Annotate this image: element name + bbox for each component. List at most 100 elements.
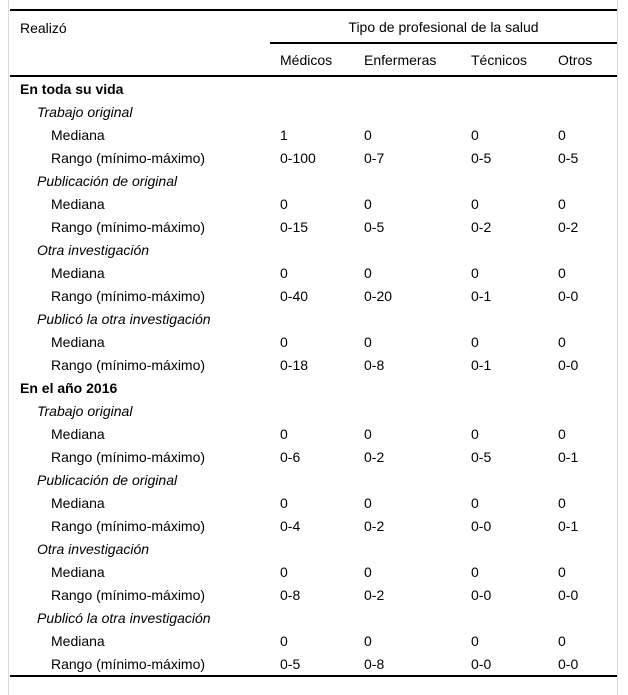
section-row: En el año 2016 [10, 376, 617, 399]
metric-label: Mediana [51, 126, 105, 143]
value-cell: 0 [364, 632, 372, 649]
metric-label: Mediana [51, 632, 105, 649]
health-professional-stats-table: Realizó Tipo de profesional de la salud … [10, 9, 617, 677]
value-cell: 0-5 [280, 655, 301, 672]
value-cell: 0-1 [471, 356, 492, 373]
value-cell: 0 [471, 126, 479, 143]
column-header-tecnicos: Técnicos [471, 51, 528, 68]
value-cell: 0 [558, 425, 566, 442]
value-cell: 0-2 [364, 448, 385, 465]
value-cell: 0-2 [471, 218, 492, 235]
subsection-row: Publicó la otra investigación [10, 606, 617, 629]
value-cell: 0 [364, 126, 372, 143]
value-cell: 0 [364, 195, 372, 212]
value-cell: 0 [280, 264, 288, 281]
column-group-label: Tipo de profesional de la salud [348, 18, 539, 35]
value-cell: 0-5 [364, 218, 385, 235]
column-header-enfermeras: Enfermeras [364, 51, 437, 68]
value-cell: 0 [558, 264, 566, 281]
value-cell: 0 [558, 195, 566, 212]
page-edge-right [617, 0, 618, 695]
value-cell: 0 [471, 632, 479, 649]
value-cell: 0-100 [280, 149, 316, 166]
subsection-label: Publicó la otra investigación [37, 609, 211, 626]
value-cell: 0-1 [558, 448, 579, 465]
section-label: En el año 2016 [20, 379, 118, 396]
section-row: En toda su vida [10, 77, 617, 100]
row-header-label: Realizó [20, 19, 67, 36]
value-cell: 0-2 [558, 218, 579, 235]
subsection-label: Otra investigación [37, 540, 150, 557]
value-cell: 0-0 [471, 586, 492, 603]
value-cell: 0 [280, 563, 288, 580]
column-group-header: Tipo de profesional de la salud [270, 11, 617, 44]
value-cell: 0-8 [280, 586, 301, 603]
value-cell: 1 [280, 126, 288, 143]
value-cell: 0-4 [280, 517, 301, 534]
section-label: En toda su vida [20, 80, 124, 97]
subsection-label: Publicación de original [37, 471, 178, 488]
subsection-row: Otra investigación [10, 238, 617, 261]
page-edge-left [8, 0, 9, 695]
value-cell: 0 [280, 425, 288, 442]
value-cell: 0 [471, 494, 479, 511]
metric-label: Rango (mínimo-máximo) [51, 356, 206, 373]
subsection-row: Trabajo original [10, 399, 617, 422]
table-body: En toda su vida Trabajo original Mediana 1 0… [10, 77, 617, 675]
value-cell: 0 [558, 333, 566, 350]
subsection-row: Otra investigación [10, 537, 617, 560]
value-cell: 0-2 [364, 586, 385, 603]
metric-label: Rango (mínimo-máximo) [51, 287, 206, 304]
column-header-medicos: Médicos [280, 51, 333, 68]
value-cell: 0 [558, 632, 566, 649]
subsection-row: Publicación de original [10, 468, 617, 491]
metric-row: Mediana 0 0 0 0 [10, 629, 617, 652]
value-cell: 0 [280, 333, 288, 350]
metric-row: Rango (mínimo-máximo) 0-40 0-20 0-1 0-0 [10, 284, 617, 307]
value-cell: 0-0 [471, 655, 492, 672]
column-header-otros: Otros [558, 51, 593, 68]
metric-label: Mediana [51, 333, 105, 350]
subsection-row: Trabajo original [10, 100, 617, 123]
metric-label: Rango (mínimo-máximo) [51, 655, 206, 672]
subsection-label: Otra investigación [37, 241, 150, 258]
metric-row: Mediana 0 0 0 0 [10, 192, 617, 215]
table-header-row-1: Realizó Tipo de profesional de la salud [10, 11, 617, 44]
value-cell: 0-18 [280, 356, 309, 373]
subsection-row: Publicación de original [10, 169, 617, 192]
value-cell: 0 [471, 195, 479, 212]
value-cell: 0-0 [558, 586, 579, 603]
table-header-row-2: Médicos Enfermeras Técnicos Otros [10, 44, 617, 77]
value-cell: 0 [364, 425, 372, 442]
value-cell: 0-1 [558, 517, 579, 534]
metric-label: Mediana [51, 195, 105, 212]
metric-row: Rango (mínimo-máximo) 0-4 0-2 0-0 0-1 [10, 514, 617, 537]
value-cell: 0 [364, 264, 372, 281]
metric-label: Rango (mínimo-máximo) [51, 586, 206, 603]
metric-label: Mediana [51, 563, 105, 580]
value-cell: 0 [280, 195, 288, 212]
metric-row: Rango (mínimo-máximo) 0-5 0-8 0-0 0-0 [10, 652, 617, 675]
metric-row: Mediana 0 0 0 0 [10, 560, 617, 583]
value-cell: 0 [558, 563, 566, 580]
value-cell: 0-7 [364, 149, 385, 166]
metric-row: Rango (mínimo-máximo) 0-100 0-7 0-5 0-5 [10, 146, 617, 169]
value-cell: 0 [558, 126, 566, 143]
subsection-label: Publicó la otra investigación [37, 310, 211, 327]
value-cell: 0 [280, 632, 288, 649]
top-rule [10, 9, 617, 11]
bottom-rule [10, 675, 617, 677]
value-cell: 0-40 [280, 287, 309, 304]
value-cell: 0-1 [471, 287, 492, 304]
metric-row: Mediana 0 0 0 0 [10, 491, 617, 514]
value-cell: 0-5 [558, 149, 579, 166]
metric-row: Mediana 0 0 0 0 [10, 422, 617, 445]
metric-row: Mediana 1 0 0 0 [10, 123, 617, 146]
metric-label: Mediana [51, 264, 105, 281]
metric-row: Rango (mínimo-máximo) 0-18 0-8 0-1 0-0 [10, 353, 617, 376]
value-cell: 0-0 [558, 287, 579, 304]
metric-row: Rango (mínimo-máximo) 0-15 0-5 0-2 0-2 [10, 215, 617, 238]
value-cell: 0 [364, 333, 372, 350]
value-cell: 0-15 [280, 218, 309, 235]
